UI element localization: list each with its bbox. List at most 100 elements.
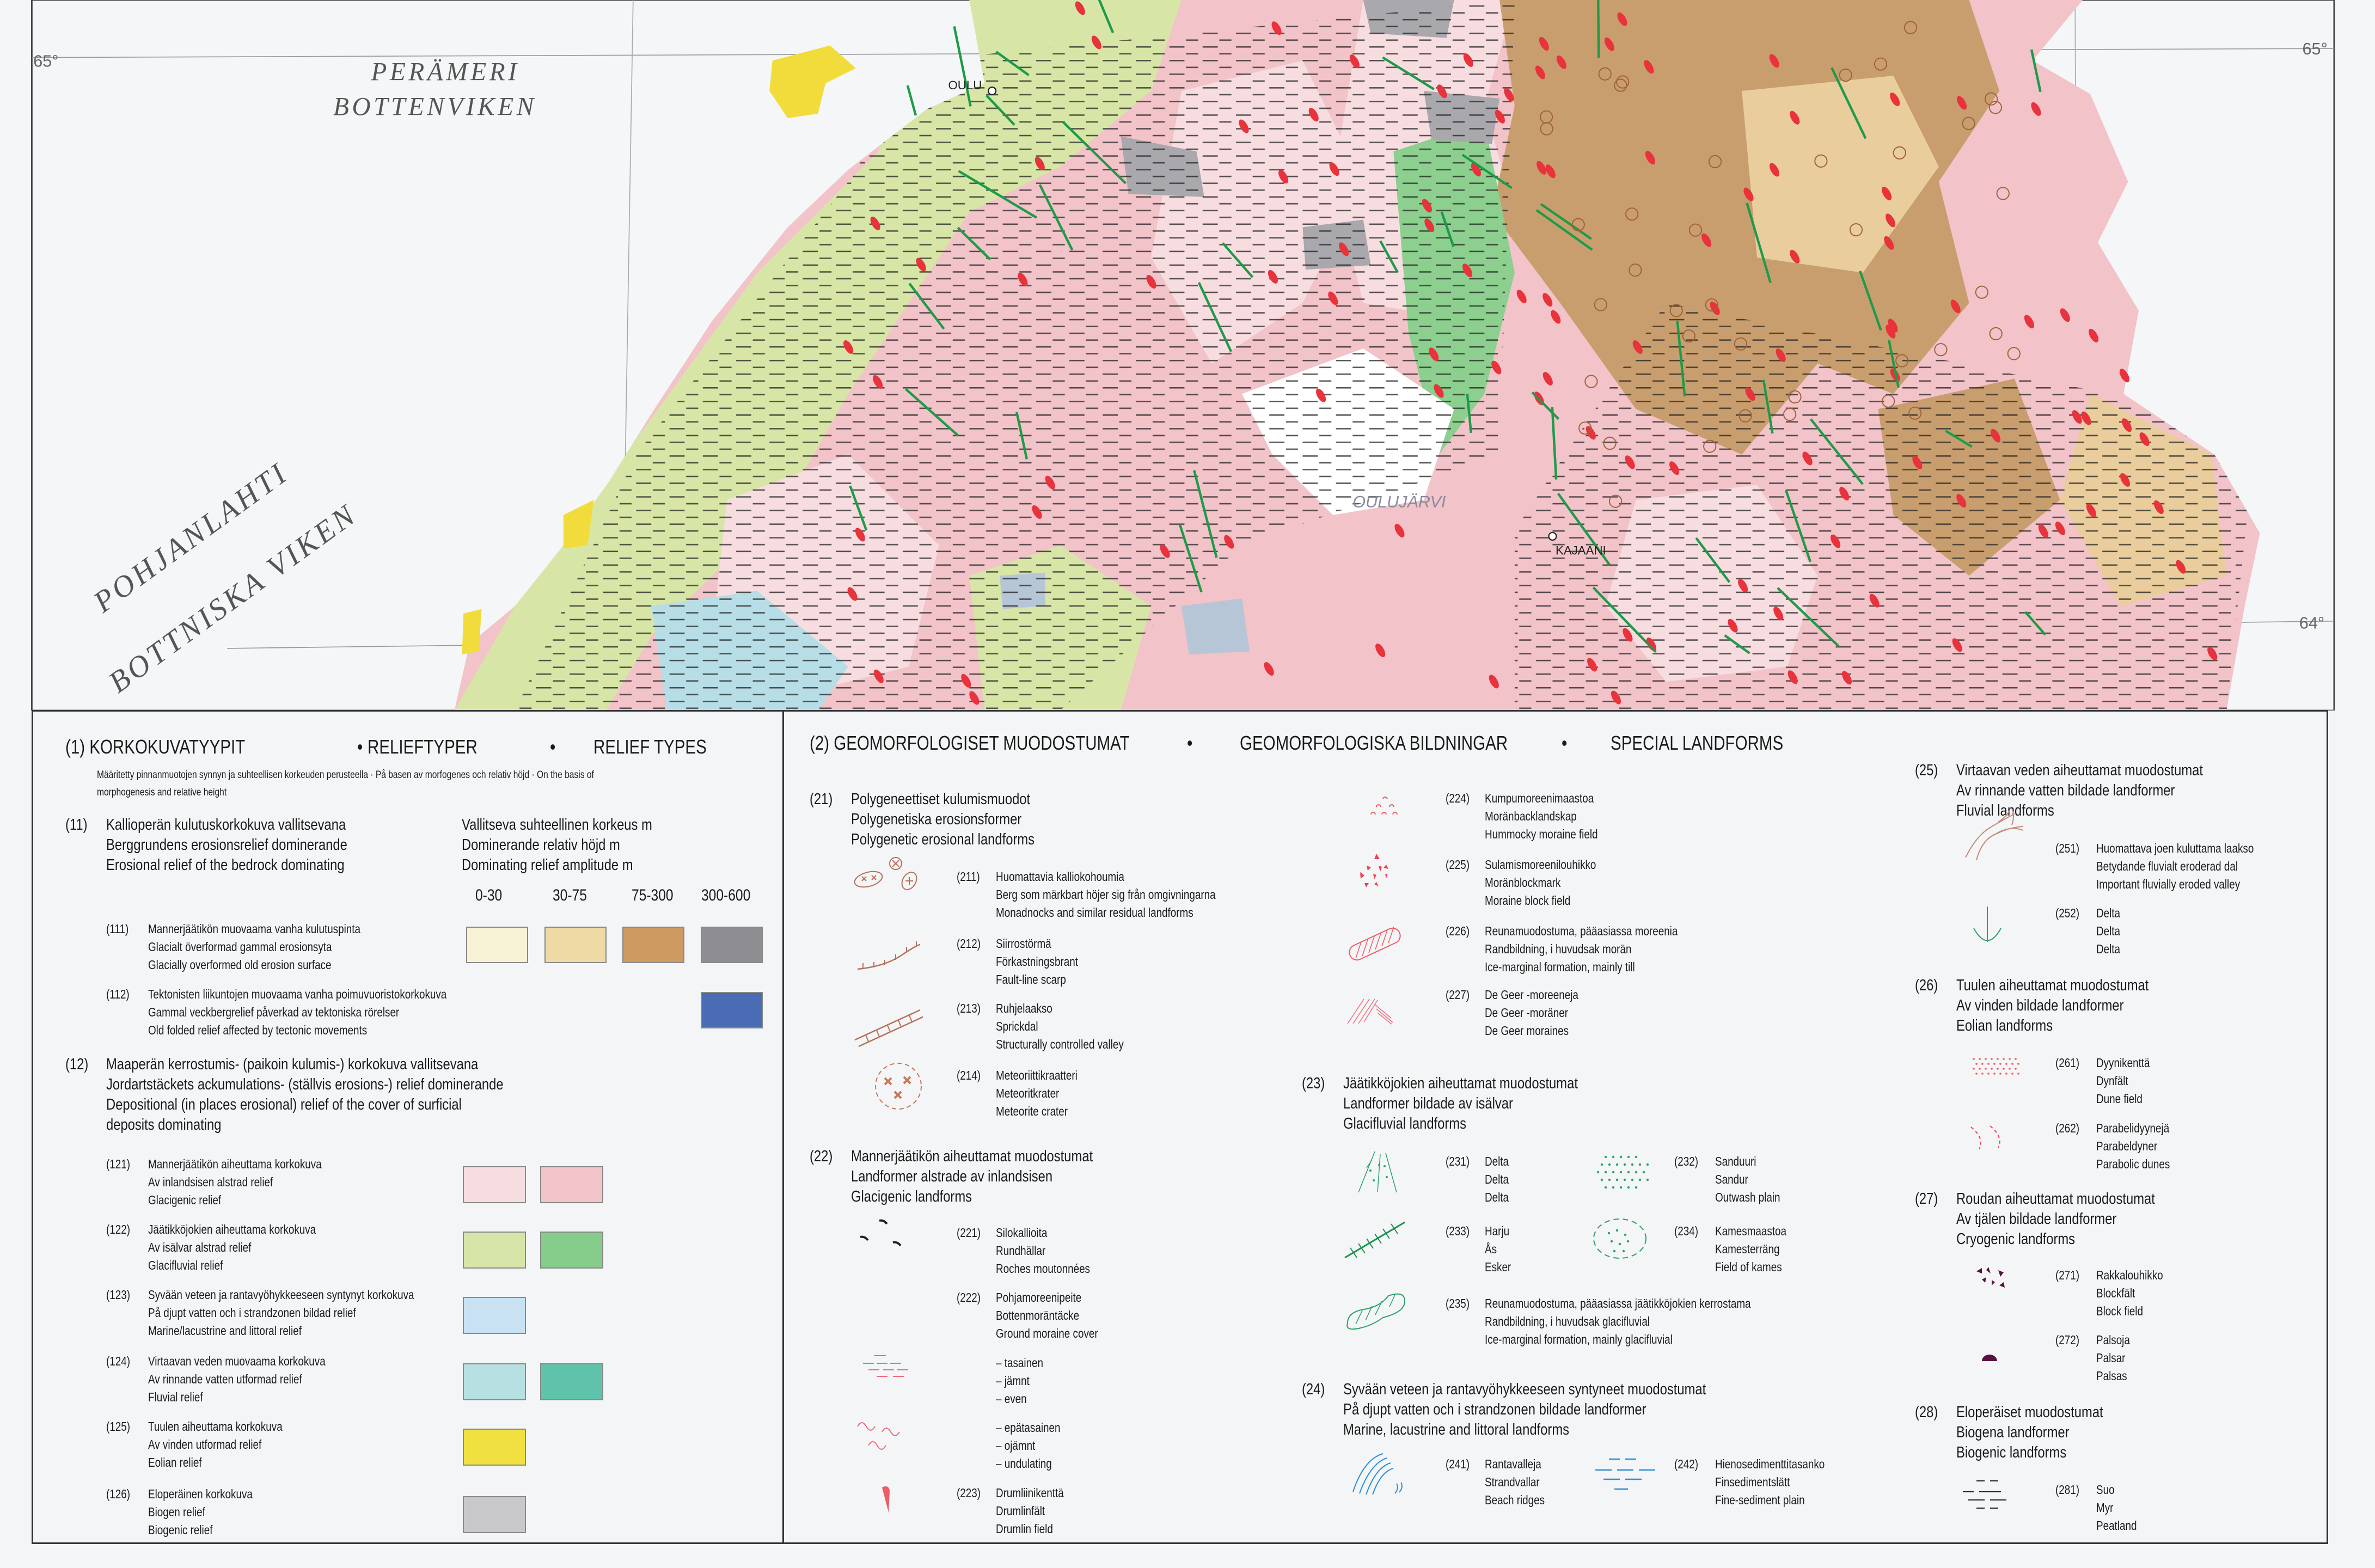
text-line: Virtaavan veden aiheuttamat muodostumat	[1956, 762, 2203, 779]
drumlin-symbol	[1604, 37, 1614, 51]
sea-label-line: PERÄMERI	[371, 58, 520, 86]
item-code: (271)	[2055, 1266, 2085, 1284]
drumlin-symbol	[1045, 475, 1055, 489]
esker-symbol	[1746, 202, 1772, 283]
item-description: De Geer -moreeneja De Geer -moräner De Gee…	[1485, 986, 1599, 1040]
text-line: Eloperäiset muodostumat	[1956, 1404, 2103, 1421]
esker-symbol	[1888, 340, 1900, 388]
item-code-text: (251)	[2055, 841, 2080, 855]
monadnock-symbol	[2007, 347, 2021, 360]
text-line: Huomattava joen kuluttama laakso	[2096, 841, 2254, 855]
amplitude-range-label: 30-75	[553, 886, 595, 905]
fluvial-delta-icon	[1955, 904, 2025, 958]
item-code: (213)	[957, 1000, 986, 1018]
item-code: (111)	[106, 920, 133, 938]
text-line: Biogen relief	[148, 1505, 205, 1519]
esker-symbol	[2024, 611, 2047, 636]
drumlin-symbol	[1268, 270, 1278, 284]
item-code-text: (213)	[957, 1001, 981, 1015]
text-line: Drumlinfält	[996, 1504, 1045, 1518]
item-code: (122)	[106, 1221, 136, 1239]
item-code-text: (221)	[957, 1226, 981, 1240]
text-line: Cryogenic landforms	[1956, 1230, 2076, 1248]
text-line: Vallitseva suhteellinen korkeus m	[462, 816, 652, 834]
item-description: Hienosedimenttitasanko Finsedimentslätt Fi…	[1715, 1455, 1848, 1509]
de-geer-moraine-icon	[1339, 983, 1410, 1037]
monadnock-symbol	[1682, 329, 1695, 343]
monadnock-symbol	[1996, 187, 2010, 200]
item-description: Drumliinikenttä Drumlinfält Drumlin field	[996, 1484, 1079, 1538]
drumlin-symbol	[1586, 426, 1596, 440]
amplitude-range-label-text: 0-30	[475, 886, 503, 904]
esker-symbol	[1062, 121, 1127, 185]
title-separator: •	[1562, 732, 1569, 754]
item-code: (224)	[1446, 789, 1475, 807]
text-line: Pohjamoreenipeite	[996, 1290, 1082, 1304]
esker-symbol	[1466, 394, 1472, 433]
item-code: (261)	[2055, 1054, 2085, 1072]
item-code-text: (235)	[1446, 1296, 1470, 1310]
drumlin-symbol	[1991, 428, 2001, 443]
relief-color-swatch	[540, 1166, 603, 1203]
group-code-text: (26)	[1915, 977, 1938, 994]
landforms-title-en-text: SPECIAL LANDFORMS	[1611, 732, 1784, 754]
esker-symbol	[1178, 524, 1203, 593]
city-marker	[988, 86, 997, 96]
monadnock-symbol	[1882, 394, 1895, 408]
text-line: På djupt vatten och i strandzonen bildad…	[1343, 1401, 1646, 1418]
text-line: Delta	[1485, 1172, 1509, 1186]
esker-symbol	[1810, 418, 1864, 485]
text-line: Dune field	[2096, 1092, 2143, 1106]
item-code: (211)	[957, 868, 985, 886]
text-line: Erosional relief of the bedrock dominati…	[106, 856, 345, 874]
drumlin-symbol	[873, 669, 884, 683]
landforms-title-fi-text: (2) GEOMORFOLOGISET MUODOSTUMAT	[810, 732, 1130, 754]
monadnock-symbol	[1988, 101, 2002, 114]
drumlin-symbol	[1611, 690, 1621, 705]
text-line: Syvään veteen ja rantavyöhykkeeseen synt…	[1343, 1381, 1706, 1398]
group-code: (28)	[1915, 1402, 1943, 1423]
item-description: Rakkalouhikko Blockfält Block field	[2096, 1266, 2178, 1320]
item-code-text: (214)	[957, 1068, 981, 1082]
fault-scarp-icon	[852, 928, 923, 983]
text-line: De Geer -moreeneja	[1485, 988, 1578, 1002]
hummocky-moraine-icon	[1350, 784, 1421, 838]
drumlin-symbol	[1773, 607, 1784, 621]
text-line: Parabelidyynejä	[2096, 1121, 2170, 1135]
text-line: Moränblockmark	[1485, 875, 1561, 890]
item-code: (226)	[1446, 922, 1475, 940]
item-description: – epätasainen – ojämnt – undulating	[996, 1419, 1075, 1473]
item-code: (272)	[2055, 1331, 2085, 1349]
item-code-text: (126)	[106, 1487, 131, 1501]
drumlin-symbol	[1632, 340, 1643, 354]
text-line: Av vinden utformad relief	[148, 1437, 262, 1451]
text-line: Tuulen aiheuttamat muodostumat	[1956, 977, 2149, 994]
drumlin-symbol	[1339, 242, 1349, 256]
drumlin-symbol	[1728, 618, 1738, 633]
drumlin-symbol	[2089, 328, 2099, 342]
drumlin-symbol	[1489, 675, 1499, 689]
outwash-plain-icon	[1587, 1149, 1658, 1203]
text-line: Tuulen aiheuttama korkokuva	[148, 1419, 283, 1434]
text-line: – ojämnt	[996, 1438, 1036, 1453]
text-line: Mannerjäätikön aiheuttama korkokuva	[148, 1157, 322, 1171]
item-code: (232)	[1674, 1153, 1704, 1171]
text-line: Outwash plain	[1715, 1190, 1780, 1204]
text-line: Depositional (in places erosional) relie…	[106, 1096, 462, 1113]
text-line: Sandur	[1715, 1172, 1748, 1186]
map-frame	[31, 0, 2335, 710]
relief-color-swatch	[463, 1363, 526, 1400]
item-code-text: (242)	[1674, 1457, 1699, 1471]
monadnock-symbol	[1669, 304, 1683, 317]
item-code: (225)	[1446, 856, 1475, 874]
text-line: Glacifluvial landforms	[1343, 1115, 1466, 1132]
drumlin-symbol	[1710, 301, 1720, 315]
esker-symbol	[1676, 321, 1686, 397]
text-line: Finsedimentslätt	[1715, 1475, 1790, 1489]
drumlin-symbol	[1516, 290, 1527, 304]
text-line: Glacigenic relief	[148, 1193, 222, 1207]
item-code-text: (271)	[2055, 1268, 2080, 1282]
item-description: Dyynikenttä Dynfält Dune field	[2096, 1054, 2162, 1108]
drumlin-symbol	[1075, 1, 1085, 15]
group-code: (23)	[1302, 1074, 1330, 1094]
